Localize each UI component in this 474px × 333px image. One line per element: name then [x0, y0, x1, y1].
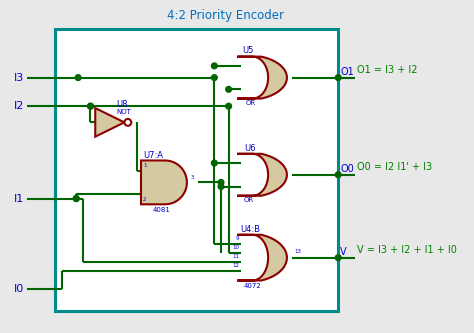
Text: U5: U5: [242, 46, 253, 55]
Text: 13: 13: [294, 249, 301, 254]
Circle shape: [335, 255, 341, 260]
Text: I1: I1: [14, 193, 25, 203]
Text: U8: U8: [116, 100, 128, 109]
Text: O0: O0: [340, 164, 354, 174]
Polygon shape: [95, 108, 124, 137]
Circle shape: [211, 63, 217, 69]
Text: O1: O1: [340, 67, 354, 77]
Text: 9: 9: [236, 236, 239, 241]
Text: I2: I2: [14, 101, 25, 111]
Circle shape: [226, 103, 231, 109]
Polygon shape: [237, 235, 287, 280]
Text: OR: OR: [246, 100, 256, 106]
Text: 4081: 4081: [153, 207, 170, 213]
Text: 12: 12: [232, 263, 239, 268]
Text: U4:B: U4:B: [240, 224, 260, 233]
Text: NOT: NOT: [116, 109, 131, 115]
Text: U7:A: U7:A: [143, 151, 163, 160]
Circle shape: [211, 75, 217, 81]
Polygon shape: [237, 57, 287, 99]
Text: V: V: [340, 247, 346, 257]
Circle shape: [88, 103, 93, 109]
Circle shape: [218, 179, 224, 185]
Circle shape: [124, 119, 131, 126]
Text: 3: 3: [191, 175, 194, 180]
Circle shape: [218, 183, 224, 189]
Text: U6: U6: [244, 144, 255, 153]
Text: 11: 11: [232, 254, 239, 259]
Circle shape: [73, 196, 79, 201]
Circle shape: [335, 75, 341, 81]
Circle shape: [226, 87, 231, 92]
Text: 10: 10: [232, 245, 239, 250]
Circle shape: [211, 160, 217, 166]
Text: O1 = I3 + I2: O1 = I3 + I2: [357, 65, 418, 75]
Text: OR: OR: [244, 197, 254, 203]
Text: 4:2 Priority Encoder: 4:2 Priority Encoder: [167, 9, 284, 22]
Polygon shape: [141, 161, 187, 204]
Text: I3: I3: [14, 73, 25, 83]
Text: 1: 1: [143, 163, 146, 168]
Polygon shape: [237, 154, 287, 196]
Circle shape: [88, 103, 93, 109]
Circle shape: [335, 172, 341, 177]
Circle shape: [75, 75, 81, 81]
Text: O0 = I2 I1' + I3: O0 = I2 I1' + I3: [357, 162, 432, 172]
Text: I0: I0: [14, 284, 25, 294]
Circle shape: [73, 196, 79, 201]
Text: 2: 2: [143, 197, 146, 202]
FancyBboxPatch shape: [55, 29, 338, 311]
Text: V = I3 + I2 + I1 + I0: V = I3 + I2 + I1 + I0: [357, 245, 457, 255]
Text: 4072: 4072: [244, 283, 262, 289]
